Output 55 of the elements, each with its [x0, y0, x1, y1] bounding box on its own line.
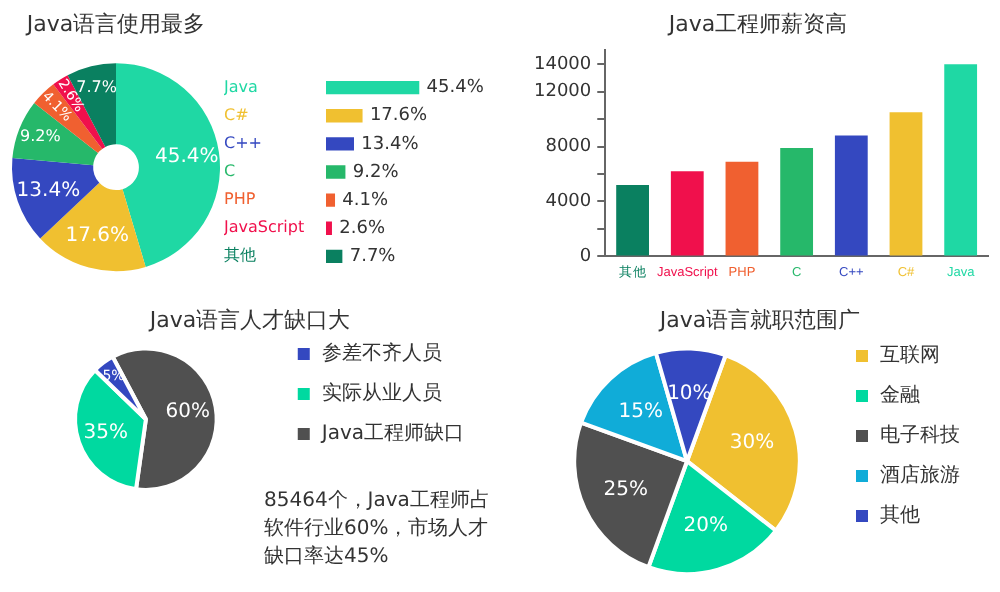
bar — [834, 135, 868, 256]
legend-label: 金融 — [880, 383, 920, 408]
bar — [725, 161, 759, 256]
chart-title: Java语言使用最多 — [24, 10, 206, 37]
y-tick-label: C# — [224, 105, 250, 124]
data-label: 45.4% — [426, 78, 485, 99]
text: 85464个，Java工程师占软件行业60%，市场人才缺口率达45% — [264, 488, 492, 572]
bar — [616, 184, 649, 256]
data-label: 10% — [667, 382, 712, 405]
data-label: 30% — [729, 431, 775, 454]
bar — [326, 137, 354, 151]
data-label: 17.6% — [369, 106, 428, 127]
chart-title: Java语言人才缺口大 — [147, 306, 351, 333]
data-label: 7.7% — [349, 247, 397, 268]
data-label: 20% — [683, 515, 728, 538]
bar — [326, 165, 346, 179]
data-label: 15% — [618, 400, 664, 423]
data-label: 60% — [165, 401, 210, 424]
data-label: 35% — [83, 422, 128, 445]
y-tick-label: 4000 — [545, 192, 592, 213]
bar — [326, 249, 343, 263]
legend-label: 互联网 — [880, 343, 940, 368]
y-tick-label: 14000 — [533, 54, 592, 75]
legend-label: Java工程师缺口 — [319, 421, 464, 446]
y-tick-label: 0 — [579, 247, 592, 268]
bar — [326, 193, 336, 207]
bar — [326, 221, 332, 235]
data-label: 45.4% — [155, 146, 219, 169]
bar — [889, 112, 923, 256]
data-label: 25% — [603, 478, 648, 501]
y-tick-label: C++ — [224, 134, 262, 153]
bar — [326, 109, 363, 123]
y-tick-label: 8000 — [545, 137, 592, 158]
y-tick-label: 12000 — [533, 82, 592, 103]
y-tick-label: PHP — [224, 190, 256, 209]
data-label: 9.2% — [352, 162, 400, 183]
legend-label: 实际从业人员 — [321, 381, 442, 406]
chart-title: Java工程师薪资高 — [666, 10, 848, 37]
bar — [780, 147, 814, 256]
bar — [944, 64, 978, 256]
data-label: 13.4% — [361, 134, 420, 155]
data-label: 13.4% — [16, 179, 81, 202]
legend-label: 其他 — [880, 503, 920, 528]
chart-title: Java语言就职范围广 — [657, 306, 861, 333]
data-label: 9.2% — [20, 127, 62, 146]
bar — [670, 171, 704, 256]
data-label: 17.6% — [65, 225, 130, 248]
data-label: 2.6% — [339, 218, 386, 239]
y-tick-label: 其他 — [224, 246, 256, 265]
data-label: 4.1% — [342, 190, 389, 211]
legend-label: 酒店旅游 — [880, 463, 960, 488]
bar — [326, 81, 420, 95]
legend-label: 参差不齐人员 — [321, 341, 442, 366]
legend-label: 电子科技 — [880, 423, 960, 448]
y-tick-label: C — [224, 162, 236, 181]
